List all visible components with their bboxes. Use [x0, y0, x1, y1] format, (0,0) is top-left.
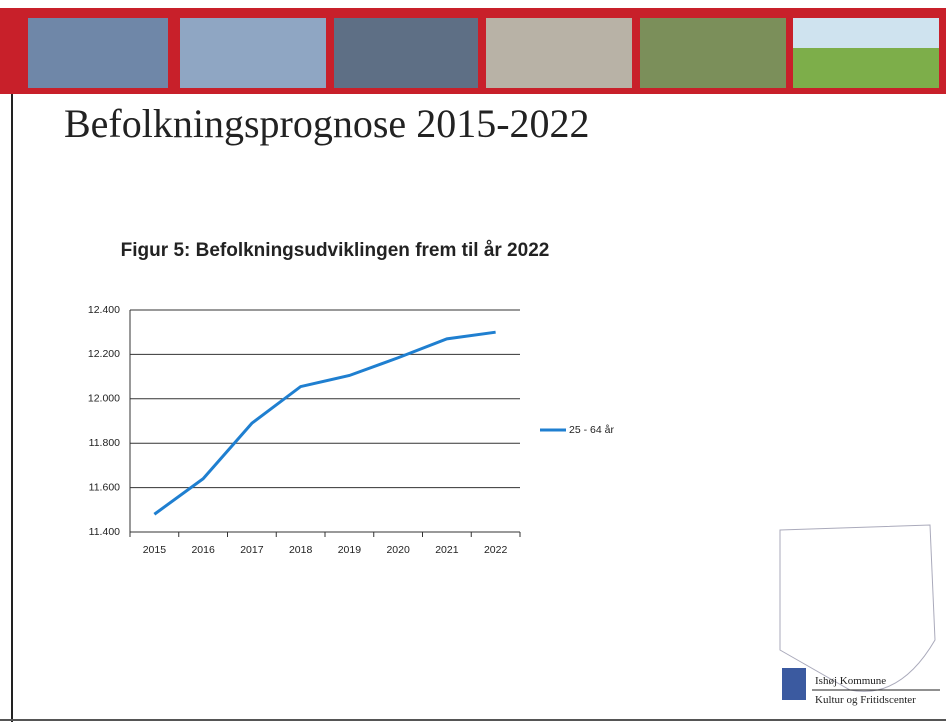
- y-tick-label: 12.000: [88, 393, 120, 405]
- x-tick-label: 2019: [338, 544, 362, 556]
- chart-title: Figur 5: Befolkningsudviklingen frem til…: [120, 240, 550, 261]
- x-tick-label: 2016: [191, 544, 215, 556]
- x-tick-label: 2021: [435, 544, 459, 556]
- legend-label: 25 - 64 år: [569, 424, 614, 436]
- y-tick-label: 11.800: [89, 437, 120, 449]
- x-tick-label: 2022: [484, 544, 508, 556]
- y-tick-label: 11.600: [89, 481, 120, 493]
- slide-title: Befolkningsprognose 2015-2022: [64, 101, 590, 146]
- y-tick-label: 12.200: [88, 348, 120, 360]
- x-tick-label: 2015: [143, 544, 167, 556]
- y-tick-label: 12.400: [88, 304, 120, 316]
- logo-text: Ishøj Kommune: [815, 675, 887, 687]
- x-tick-label: 2017: [240, 544, 264, 556]
- data-line: [153, 330, 496, 516]
- x-tick-label: 2020: [386, 544, 410, 556]
- y-tick-label: 11.400: [89, 526, 120, 538]
- x-tick-label: 2018: [289, 544, 313, 556]
- logo-text: Kultur og Fritidscenter: [815, 694, 916, 706]
